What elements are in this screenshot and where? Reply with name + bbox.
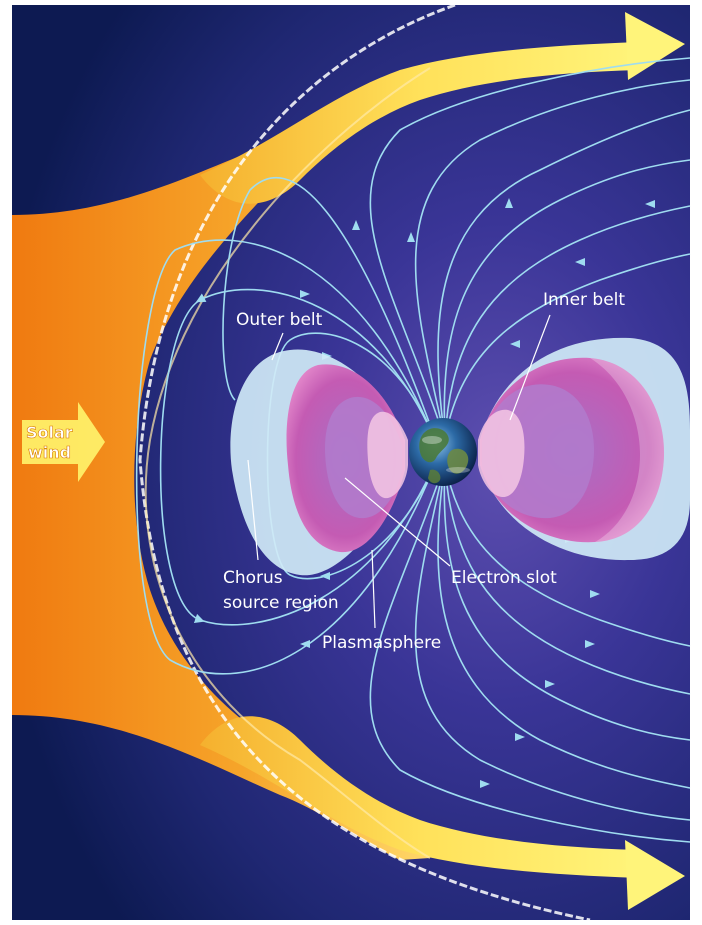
field-line xyxy=(443,159,691,441)
outer-belt-label: Outer belt xyxy=(236,310,323,330)
plasmasphere-label: Plasmasphere xyxy=(322,633,441,653)
field-arrow-icon xyxy=(585,640,595,648)
field-arrow-icon xyxy=(352,220,360,230)
outer-belt-right-highlight xyxy=(590,358,665,542)
solar-wind-label-line2: wind xyxy=(28,443,71,462)
electron-slot-label: Electron slot xyxy=(451,568,557,588)
field-line xyxy=(159,288,441,626)
bow-shock xyxy=(138,3,591,922)
field-line xyxy=(443,461,691,741)
field-line xyxy=(369,57,691,441)
plasmasphere-leader xyxy=(371,549,376,629)
inner-belt-leader xyxy=(509,314,551,421)
field-line xyxy=(369,461,691,843)
chorus-leader xyxy=(247,459,259,561)
field-arrow-icon xyxy=(505,198,513,208)
field-arrow-icon xyxy=(645,200,655,208)
field-line xyxy=(444,461,691,695)
field-arrow-icon xyxy=(300,640,310,648)
field-line xyxy=(414,461,691,821)
field-arrow-icon xyxy=(590,590,600,598)
field-line xyxy=(444,205,691,441)
solar-wind-arrow xyxy=(22,402,105,482)
field-arrow-icon xyxy=(510,340,520,348)
outer-belt-leader xyxy=(271,332,284,361)
field-arrow-icon xyxy=(515,733,525,741)
inner-belt-right xyxy=(478,409,525,498)
field-line xyxy=(444,253,691,441)
magnetopause xyxy=(144,67,431,859)
magnetosheath xyxy=(12,68,430,860)
lower-stream-arrowhead xyxy=(625,840,685,910)
leader-lines xyxy=(247,314,551,629)
field-line xyxy=(437,109,691,441)
field-line xyxy=(135,239,441,675)
chorus-label-line2: source region xyxy=(223,593,339,613)
inner-belt-left xyxy=(367,411,408,499)
field-arrow-icon xyxy=(300,290,310,298)
field-line xyxy=(414,79,691,441)
chorus-label-line1: Chorus xyxy=(223,568,283,588)
solar-wind-label-line1: Solar xyxy=(26,423,73,442)
field-arrow-icon xyxy=(545,680,555,688)
inner-belt-label: Inner belt xyxy=(543,290,625,310)
field-line xyxy=(437,461,691,789)
field-line-arrows xyxy=(300,198,655,788)
field-line xyxy=(222,176,441,453)
earth-globe-icon xyxy=(409,418,477,486)
field-arrow-icon xyxy=(320,572,330,580)
lower-solar-wind-stream xyxy=(200,716,640,878)
electron-slot-leader xyxy=(344,477,451,567)
field-arrow-icon xyxy=(407,232,415,242)
field-arrow-icon xyxy=(575,258,585,266)
field-arrow-icon xyxy=(480,780,490,788)
field-line xyxy=(444,461,691,647)
